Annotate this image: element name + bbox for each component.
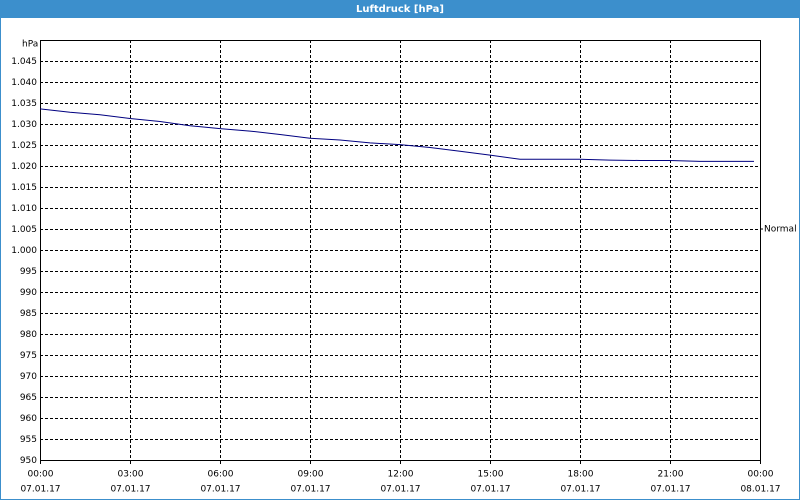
x-tick-label: 03:00 [118, 470, 144, 480]
y-tick-label: 1.010 [11, 204, 37, 214]
y-tick-label: 985 [20, 309, 37, 319]
x-tick-label: 18:00 [568, 470, 594, 480]
y-tick-label: 1.040 [11, 78, 37, 88]
y-tick-label: 990 [20, 288, 37, 298]
x-tick-label: 00:00 [28, 470, 54, 480]
x-tick-date: 07.01.17 [20, 485, 60, 495]
y-tick-label: 955 [20, 435, 37, 445]
y-tick-label: 965 [20, 393, 37, 403]
y-tick-label: 960 [20, 414, 37, 424]
x-tick-label: 12:00 [388, 470, 414, 480]
y-tick-label: 1.000 [11, 246, 37, 256]
y-tick-label: 950 [20, 456, 37, 466]
chart-title: Luftdruck [hPa] [356, 4, 444, 15]
y-tick-label: 1.035 [11, 99, 37, 109]
x-tick-date: 07.01.17 [290, 485, 330, 495]
y-tick-label: 1.015 [11, 183, 37, 193]
x-tick-label: 00:00 [748, 470, 774, 480]
x-tick-label: 06:00 [208, 470, 234, 480]
x-tick-date: 07.01.17 [650, 485, 690, 495]
y-tick-label: 1.005 [11, 225, 37, 235]
y-tick-label: 975 [20, 351, 37, 361]
x-tick-date: 07.01.17 [380, 485, 420, 495]
y-tick-label: 995 [20, 267, 37, 277]
title-bar [0, 0, 800, 18]
y-tick-label: 1.025 [11, 141, 37, 151]
y-tick-label: 1.030 [11, 120, 37, 130]
reference-label: Normal [764, 225, 797, 235]
y-tick-label: 980 [20, 330, 37, 340]
data-line [39, 108, 754, 162]
x-tick-label: 15:00 [478, 470, 504, 480]
x-tick-label: 21:00 [658, 470, 684, 480]
x-tick-date: 08.01.17 [740, 485, 780, 495]
x-tick-date: 07.01.17 [110, 485, 150, 495]
x-tick-date: 07.01.17 [470, 485, 510, 495]
x-tick-date: 07.01.17 [200, 485, 240, 495]
y-tick-label: 1.045 [11, 57, 37, 67]
x-tick-date: 07.01.17 [560, 485, 600, 495]
y-unit: hPa [22, 40, 38, 50]
y-tick-label: 1.020 [11, 162, 37, 172]
x-tick-label: 09:00 [298, 470, 324, 480]
y-tick-label: 970 [20, 372, 37, 382]
